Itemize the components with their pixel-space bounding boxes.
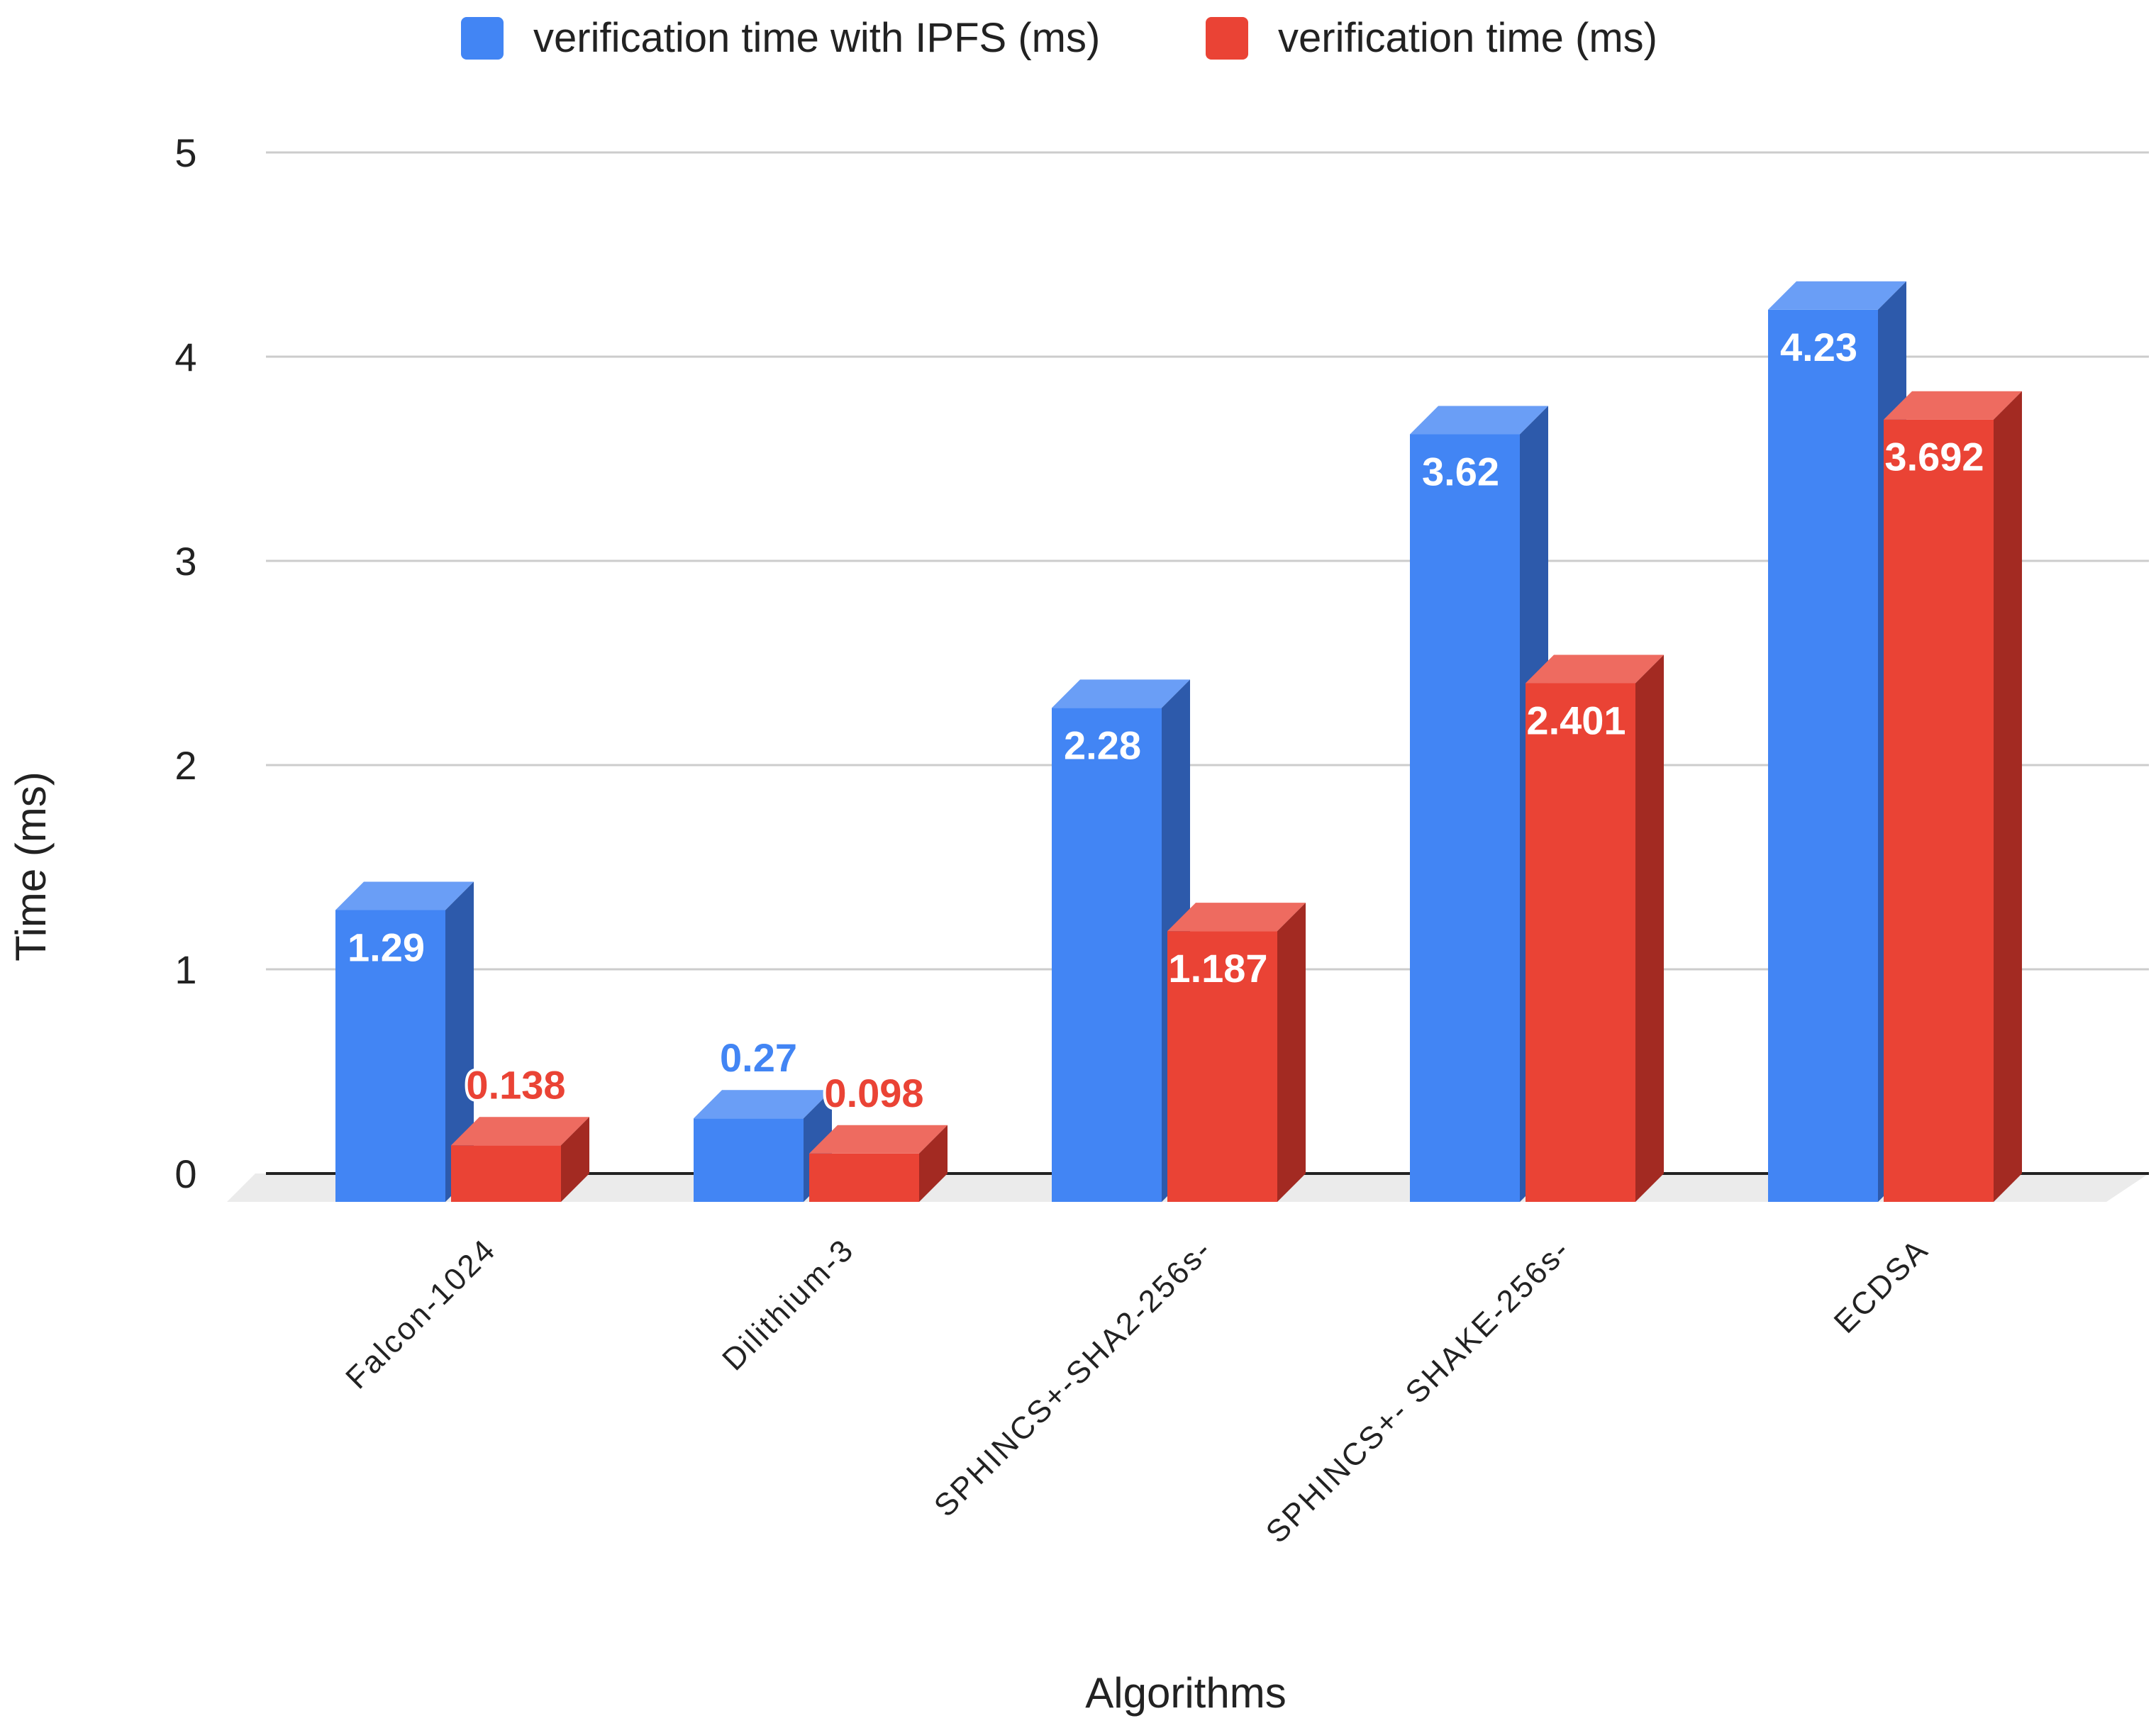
bar-side [561, 1117, 589, 1202]
bar-sphincs-shake-256s-series-2 [1526, 654, 1664, 1202]
data-label-sphincs-sha2-256s-series-1: 2.28 [1064, 723, 1141, 767]
data-label-ecdsa-series-2: 3.692 [1884, 435, 1984, 479]
data-label-sphincs-shake-256s-series-1: 3.62 [1422, 449, 1499, 494]
bar-top [1768, 281, 1906, 310]
data-label-ecdsa-series-1: 4.23 [1780, 325, 1857, 369]
legend: verification time with IPFS (ms) verific… [461, 15, 1657, 61]
legend-swatch-verification [1206, 17, 1248, 60]
y-axis-title: Time (ms) [7, 771, 55, 961]
bar-dilithium-3-series-2 [809, 1125, 948, 1202]
bars [335, 281, 2022, 1203]
bar-front [1526, 683, 1635, 1202]
bar-front [451, 1145, 561, 1202]
y-tick-label: 1 [174, 947, 196, 992]
bar-front [335, 910, 445, 1202]
bar-top [1410, 406, 1548, 435]
y-tick-label: 5 [174, 130, 196, 175]
bar-top [335, 881, 474, 910]
bar-ecdsa-series-2 [1884, 391, 2022, 1202]
bar-side [1994, 391, 2022, 1202]
legend-label-verification: verification time (ms) [1278, 15, 1657, 61]
bar-front [809, 1153, 919, 1202]
y-tick-label: 4 [174, 335, 196, 379]
bar-front [1884, 419, 1994, 1202]
bar-top [809, 1125, 948, 1154]
legend-label-ipfs: verification time with IPFS (ms) [533, 15, 1100, 61]
bar-front [694, 1118, 804, 1202]
bar-top [694, 1090, 832, 1119]
x-tick-label-dilithium-3: Dilithium-3 [716, 1232, 861, 1377]
y-tick-label: 2 [174, 743, 196, 788]
bar-top [1052, 679, 1190, 708]
x-tick-label-sphincs-sha2-256s: SPHINCS+-SHA2-256s- [928, 1232, 1219, 1523]
bar-front [1167, 931, 1277, 1202]
bar-front [1410, 434, 1520, 1203]
bar-side [1277, 903, 1306, 1202]
legend-item-ipfs: verification time with IPFS (ms) [461, 15, 1100, 61]
bar-side [919, 1125, 948, 1202]
data-label-dilithium-3-series-1: 0.27 [720, 1035, 797, 1080]
bar-top [451, 1117, 589, 1146]
x-axis-title: Algorithms [1085, 1669, 1286, 1717]
bar-side [1635, 654, 1664, 1202]
bar-falcon-1024-series-1 [335, 881, 474, 1202]
bar-top [1526, 654, 1664, 684]
bar-sphincs-sha2-256s-series-2 [1167, 903, 1306, 1202]
bar-falcon-1024-series-2 [451, 1117, 589, 1202]
data-label-sphincs-sha2-256s-series-2: 1.187 [1168, 946, 1267, 991]
y-tick-label: 3 [174, 539, 196, 584]
data-label-dilithium-3-series-2: 0.098 [824, 1071, 923, 1115]
x-tick-label-falcon-1024: Falcon-1024 [339, 1232, 503, 1395]
bar-top [1884, 391, 2022, 420]
legend-swatch-ipfs [461, 17, 504, 60]
x-tick-label-sphincs-shake-256s: SPHINCS+- SHAKE-256s- [1260, 1232, 1577, 1549]
data-labels: 1.29 0.138 0.27 0.098 2.28 1.187 3.62 2.401 4.23… [348, 325, 1984, 1118]
x-axis-ticks: Falcon-1024 Dilithium-3 SPHINCS+-SHA2-256s… [339, 1232, 1935, 1549]
y-tick-label: 0 [174, 1152, 196, 1196]
bar-side [445, 881, 474, 1202]
bar-front [1768, 309, 1878, 1202]
bar-top [1167, 903, 1306, 932]
data-label-falcon-1024-series-2: 0.138 [466, 1062, 565, 1107]
bar-front [1052, 708, 1162, 1202]
y-axis-ticks: 0 1 2 3 4 5 [174, 130, 196, 1196]
data-label-falcon-1024-series-1: 1.29 [348, 925, 425, 969]
legend-item-verification: verification time (ms) [1206, 15, 1657, 61]
x-tick-label-ecdsa: ECDSA [1828, 1232, 1935, 1339]
data-label-sphincs-shake-256s-series-2: 2.401 [1526, 698, 1626, 743]
